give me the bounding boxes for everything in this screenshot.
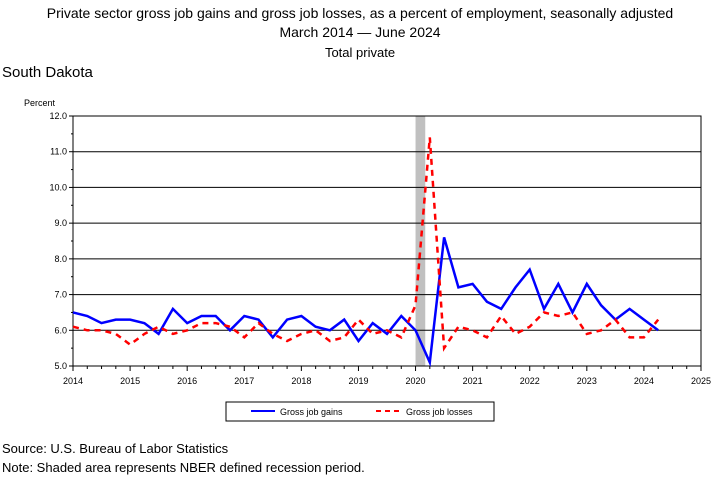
x-tick-label: 2025: [691, 376, 711, 386]
x-tick-label: 2019: [348, 376, 368, 386]
legend-box: [225, 401, 495, 422]
period-end: June 2024: [375, 24, 441, 40]
chart-period: March 2014 — June 2024: [0, 23, 720, 41]
x-tick-label: 2015: [120, 376, 140, 386]
x-tick-label: 2014: [63, 376, 83, 386]
x-tick-label: 2022: [520, 376, 540, 386]
x-tick-label: 2021: [463, 376, 483, 386]
period-start: March 2014: [279, 24, 354, 40]
y-tick-label: 8.0: [54, 254, 67, 264]
chart-title: Private sector gross job gains and gross…: [46, 5, 674, 21]
line-chart: 5.0 6.0 7.0 8.0 9.0 10.0 11.0 12.0 2014 2015 2016 2…: [49, 111, 711, 422]
x-tick-label: 2017: [234, 376, 254, 386]
legend-label-losses: Gross job losses: [406, 407, 473, 417]
y-tick-label: 11.0: [50, 147, 67, 157]
x-tick-label: 2020: [406, 376, 426, 386]
x-tick-label: 2016: [177, 376, 197, 386]
legend-label-gains: Gross job gains: [280, 407, 343, 417]
plot-frame: [72, 115, 702, 367]
series-line-gains: [72, 237, 659, 368]
x-tick-label: 2018: [291, 376, 311, 386]
y-tick-label: 10.0: [49, 182, 67, 192]
recession-shading: [415, 116, 426, 366]
y-tick-label: 9.0: [54, 218, 67, 228]
source-note: Source: U.S. Bureau of Labor Statistics: [2, 441, 229, 456]
region-label: South Dakota: [2, 64, 93, 81]
x-tick-label: 2023: [577, 376, 597, 386]
y-axis-label: Percent: [24, 98, 56, 108]
y-tick-label: 7.0: [54, 290, 67, 300]
y-tick-label: 6.0: [54, 325, 67, 335]
x-tick-label: 2024: [634, 376, 654, 386]
period-dash: —: [357, 24, 372, 40]
series-line-losses: [72, 137, 660, 352]
recession-note: Note: Shaded area represents NBER define…: [2, 460, 365, 475]
y-tick-label: 12.0: [49, 111, 67, 121]
chart-subtitle: Total private: [324, 45, 396, 60]
y-tick-label: 5.0: [54, 361, 67, 371]
